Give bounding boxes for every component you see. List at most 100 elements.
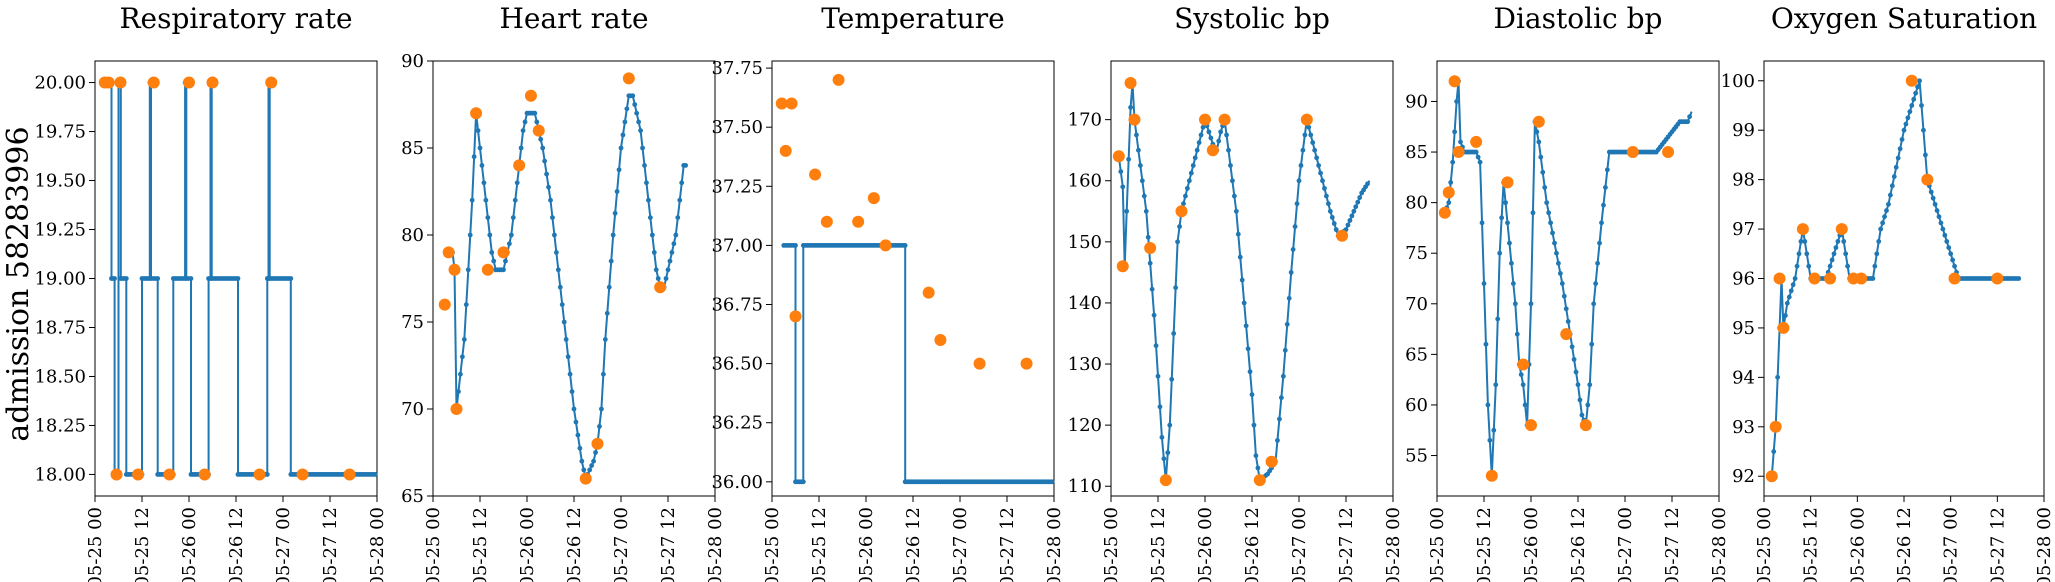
line-point <box>1788 288 1794 294</box>
line-point <box>642 163 647 168</box>
x-tick-label: 05-26 00 <box>517 507 538 582</box>
line-point <box>1874 251 1880 257</box>
line-point <box>1312 147 1318 153</box>
y-tick-label: 19.25 <box>34 220 86 241</box>
line-point <box>589 463 595 468</box>
line-point <box>1775 374 1781 380</box>
data-marker <box>1824 272 1837 285</box>
line-point <box>1542 185 1548 190</box>
line-point <box>1595 260 1600 266</box>
line-point <box>1507 240 1512 246</box>
x-tick-label: 05-27 12 <box>1987 507 2008 582</box>
data-marker <box>1265 455 1278 468</box>
line-point <box>1587 382 1593 388</box>
line-point <box>1218 129 1224 135</box>
line-point <box>647 215 653 221</box>
data-marker <box>973 357 986 370</box>
x-tick-label: 05-27 00 <box>1941 507 1962 582</box>
line-point <box>1481 281 1487 286</box>
line-point <box>1944 239 1950 244</box>
line-point <box>1528 301 1534 307</box>
line-point <box>671 241 677 247</box>
y-tick-label: 100 <box>1721 71 1755 92</box>
line-point <box>1903 121 1909 127</box>
line-point <box>1938 220 1944 226</box>
data-marker <box>1532 115 1545 128</box>
line-point <box>793 243 798 248</box>
data-marker <box>524 89 537 102</box>
line-point <box>1190 163 1196 168</box>
line-point <box>463 302 469 307</box>
line-point <box>1145 234 1151 240</box>
series-line-points <box>1769 78 2022 479</box>
line-point <box>553 250 559 255</box>
line-point <box>1245 346 1251 352</box>
line-point <box>1843 251 1849 257</box>
line-point <box>1226 147 1231 153</box>
line-point <box>540 145 546 151</box>
data-marker <box>1199 113 1211 126</box>
line-point <box>1454 99 1459 104</box>
line-point <box>1183 193 1188 199</box>
line-point <box>1198 132 1204 138</box>
data-marker <box>1336 229 1349 242</box>
line-point <box>593 450 598 455</box>
y-tick-label: 37.50 <box>711 117 763 138</box>
data-marker <box>470 107 483 120</box>
x-tick-label: 05-26 00 <box>1195 507 1216 582</box>
x-tick-label: 05-27 00 <box>611 507 632 582</box>
line-point <box>1798 239 1804 244</box>
line-point <box>1491 427 1497 433</box>
data-marker <box>1773 272 1786 285</box>
line-point <box>1192 155 1198 161</box>
line-point <box>1870 276 1876 281</box>
line-point <box>1296 178 1302 184</box>
data-marker <box>1921 173 1934 186</box>
line-point <box>571 406 577 412</box>
y-tick-label: 120 <box>1068 415 1102 436</box>
line-point <box>1149 286 1155 292</box>
x-tick-label: 05-26 12 <box>1568 507 1589 582</box>
line-point <box>1169 376 1175 382</box>
line-point <box>1347 218 1353 223</box>
line-point <box>1322 185 1327 191</box>
data-marker <box>1300 113 1313 126</box>
y-tick-label: 36.50 <box>711 354 763 375</box>
data-marker <box>789 310 802 323</box>
line-point <box>1919 103 1924 108</box>
line-point <box>1802 239 1808 244</box>
line-point <box>1302 132 1308 138</box>
line-point <box>1573 369 1579 375</box>
data-marker <box>1218 113 1231 126</box>
line-point <box>1554 250 1559 256</box>
line-point <box>1194 147 1200 153</box>
line-point <box>559 302 565 307</box>
line-point <box>1557 271 1563 276</box>
x-tick-label: 05-25 12 <box>1474 507 1495 582</box>
data-marker <box>1448 75 1461 88</box>
line-point <box>1687 114 1693 120</box>
series-line-points <box>1116 80 1370 483</box>
line-point <box>1253 453 1259 459</box>
data-marker <box>132 468 145 481</box>
line-point <box>1167 422 1173 428</box>
line-point <box>1950 257 1956 263</box>
data-marker <box>1579 419 1592 432</box>
line-point <box>581 467 587 473</box>
line-point <box>640 145 645 151</box>
line-point <box>1831 251 1837 257</box>
line-point <box>1487 437 1493 443</box>
line-point <box>612 210 618 216</box>
line-point <box>1901 127 1907 133</box>
line-point <box>1569 344 1575 350</box>
line-point <box>573 419 579 425</box>
line-point <box>1552 240 1557 246</box>
line-point <box>1561 293 1567 299</box>
y-tick-label: 98 <box>1732 170 1755 191</box>
line-point <box>1497 250 1503 256</box>
line-point <box>1909 103 1915 108</box>
x-tick-label: 05-25 00 <box>762 507 783 582</box>
y-tick-label: 20.00 <box>34 73 86 94</box>
line-point <box>1290 247 1296 252</box>
